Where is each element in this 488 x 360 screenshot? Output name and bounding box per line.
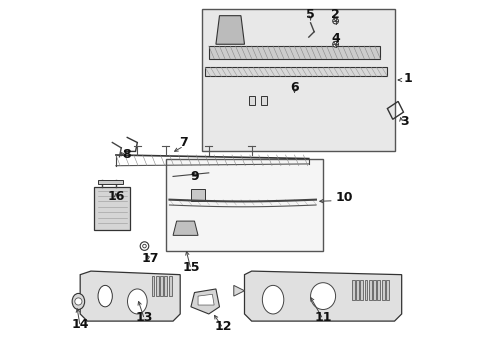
Bar [98, 180, 123, 184]
Polygon shape [80, 271, 180, 321]
Text: 13: 13 [136, 311, 153, 324]
Text: 7: 7 [179, 136, 188, 149]
Text: 6: 6 [289, 81, 298, 94]
Circle shape [332, 41, 338, 47]
Polygon shape [233, 285, 244, 296]
Bar [385, 280, 388, 300]
Text: 8: 8 [122, 148, 131, 162]
Bar [168, 276, 171, 296]
Polygon shape [208, 46, 380, 59]
Ellipse shape [262, 285, 283, 314]
Polygon shape [190, 289, 219, 314]
Text: 17: 17 [141, 252, 158, 265]
Text: 11: 11 [314, 311, 331, 324]
Circle shape [75, 298, 82, 305]
Text: 16: 16 [107, 190, 124, 203]
Text: 14: 14 [71, 318, 89, 331]
Bar [360, 280, 363, 300]
Bar [351, 280, 354, 300]
Text: 9: 9 [190, 170, 199, 183]
Ellipse shape [310, 283, 335, 310]
Ellipse shape [127, 289, 147, 314]
Polygon shape [198, 294, 214, 305]
Polygon shape [94, 187, 130, 230]
Ellipse shape [72, 293, 84, 310]
Polygon shape [216, 16, 244, 44]
Bar [151, 276, 154, 296]
Text: 2: 2 [330, 9, 339, 22]
Bar [364, 280, 366, 300]
Bar [201, 9, 394, 152]
Circle shape [332, 18, 338, 24]
Text: 15: 15 [182, 261, 199, 274]
Text: 3: 3 [399, 114, 407, 127]
Bar [248, 96, 254, 105]
Bar [164, 276, 167, 296]
Polygon shape [173, 221, 198, 235]
Ellipse shape [98, 285, 112, 307]
Polygon shape [205, 67, 386, 76]
Text: 1: 1 [403, 72, 411, 85]
Bar [156, 276, 159, 296]
Bar [355, 280, 358, 300]
Bar [372, 280, 375, 300]
Bar [160, 276, 163, 296]
Text: 4: 4 [330, 32, 339, 45]
Bar [165, 158, 323, 251]
Polygon shape [244, 271, 401, 321]
Bar [261, 96, 266, 105]
Text: 10: 10 [335, 192, 352, 204]
Bar [381, 280, 384, 300]
Polygon shape [190, 189, 205, 202]
Text: 5: 5 [305, 9, 314, 22]
Bar [368, 280, 371, 300]
Text: 12: 12 [214, 320, 231, 333]
Bar [377, 280, 380, 300]
